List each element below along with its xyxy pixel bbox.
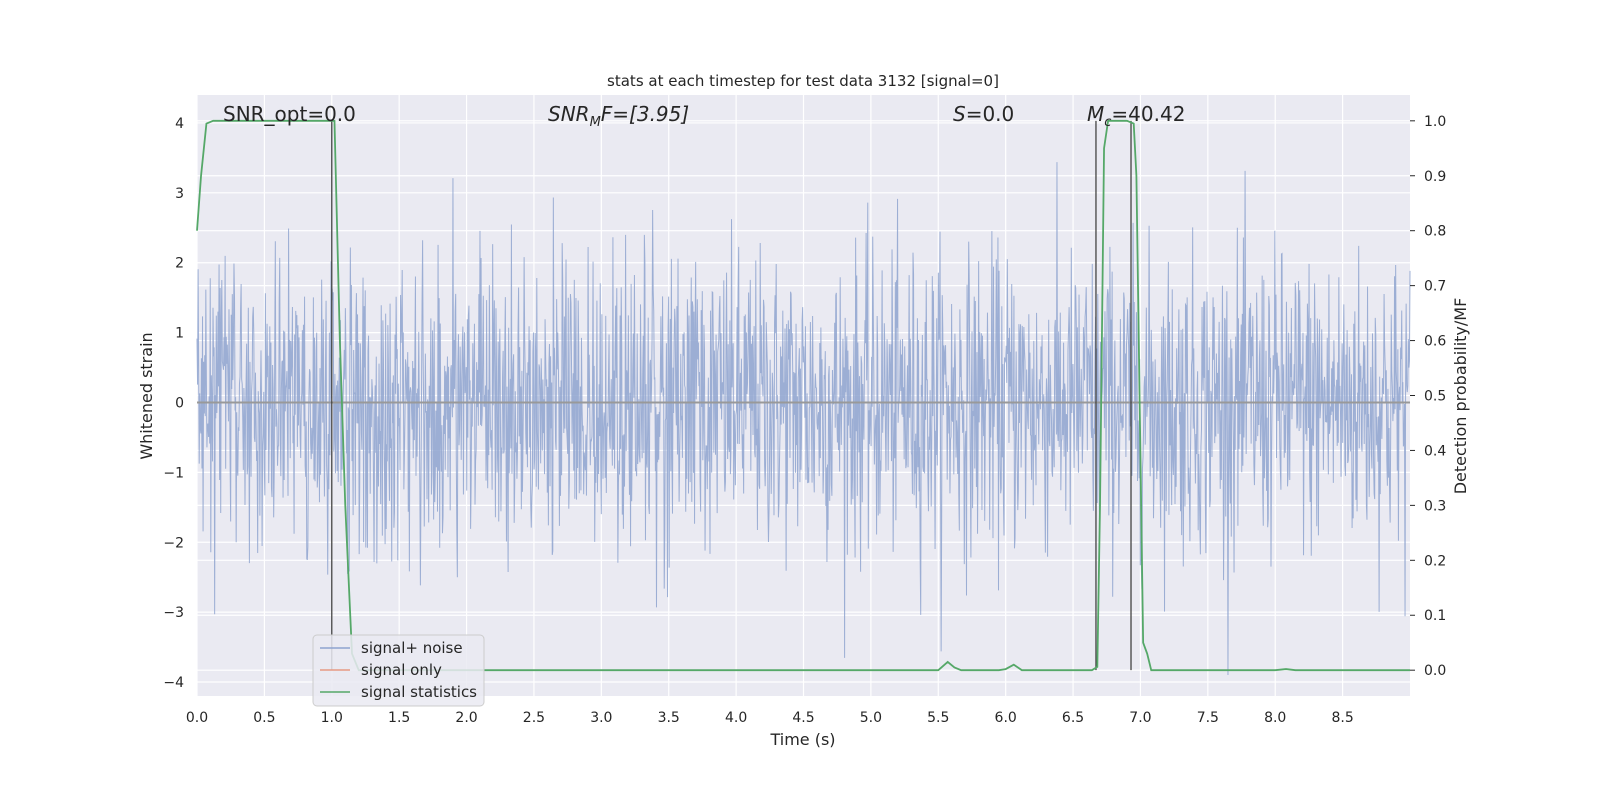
annotation-s: S=0.0: [953, 102, 1014, 126]
x-tick-label: 8.5: [1331, 710, 1353, 726]
legend-label-signal-statistics: signal statistics: [361, 683, 477, 701]
x-tick-label: 4.5: [792, 710, 814, 726]
y-left-tick-label: 0: [175, 395, 184, 411]
x-tick-label: 1.0: [321, 710, 343, 726]
y-axis-right-ticks: 1.0 0.9 0.8 0.7 0.6 0.5 0.4 0.3 0.2 0.1 0.0: [1410, 114, 1446, 679]
annotation-mc-sub: c: [1104, 115, 1111, 130]
y-left-tick-label: 1: [175, 326, 184, 342]
y-right-tick-label: 0.9: [1424, 169, 1446, 185]
y-right-tick-label: 1.0: [1424, 114, 1446, 130]
annotation-mc-main: M: [1087, 102, 1104, 126]
annotation-snr-mf-main: SNR: [548, 102, 590, 126]
annotation-mc-rest: =40.42: [1111, 102, 1185, 126]
y-left-tick-label: 3: [175, 186, 184, 202]
x-tick-label: 1.5: [388, 710, 410, 726]
y-right-tick-label: 0.3: [1424, 498, 1446, 514]
annotation-snr-mf: SNRMF=[3.95]: [548, 102, 689, 130]
x-axis-ticks: 0.0 0.5 1.0 1.5 2.0 2.5 3.0 3.5 4.0 4.5 5.0 5.5 6.0 6…: [186, 710, 1354, 726]
x-tick-label: 3.5: [658, 710, 680, 726]
x-tick-label: 3.0: [590, 710, 612, 726]
annotation-snr-mf-sub: M: [590, 115, 601, 130]
signal-statistics-line: [196, 119, 1410, 672]
y-left-tick-label: −3: [163, 605, 184, 621]
legend: signal+ noise signal only signal statist…: [312, 634, 485, 707]
x-axis-label: Time (s): [769, 730, 835, 749]
x-tick-label: 8.0: [1264, 710, 1286, 726]
x-tick-label: 7.5: [1197, 710, 1219, 726]
y-left-tick-label: 2: [175, 256, 184, 272]
x-tick-label: 7.0: [1129, 710, 1151, 726]
signal-plus-noise-series: [196, 162, 1411, 676]
annotation-s-rest: =0.0: [966, 102, 1015, 126]
y-right-tick-label: 0.6: [1424, 334, 1446, 350]
y-left-tick-label: −1: [163, 465, 184, 481]
y-right-tick-label: 0.5: [1424, 389, 1446, 405]
y-right-tick-label: 0.7: [1424, 279, 1446, 295]
x-tick-label: 0.5: [253, 710, 275, 726]
annotation-s-main: S: [953, 102, 966, 126]
legend-box: [312, 634, 485, 707]
x-tick-label: 2.0: [455, 710, 477, 726]
chart-title: stats at each timestep for test data 313…: [607, 72, 999, 90]
y-axis-left-label: Whitened strain: [137, 332, 156, 459]
y-left-tick-label: −4: [163, 675, 184, 691]
y-right-tick-label: 0.8: [1424, 224, 1446, 240]
x-tick-label: 6.0: [995, 710, 1017, 726]
x-tick-label: 5.0: [860, 710, 882, 726]
annotation-mc: Mc=40.42: [1087, 102, 1185, 130]
y-right-tick-label: 0.0: [1424, 663, 1446, 679]
legend-label-signal-only: signal only: [361, 661, 442, 679]
x-tick-label: 5.5: [927, 710, 949, 726]
y-left-tick-label: −2: [163, 535, 184, 551]
y-left-tick-label: 4: [175, 116, 184, 132]
y-axis-right-label: Detection probability/MF: [1451, 298, 1470, 495]
y-right-tick-label: 0.2: [1424, 553, 1446, 569]
legend-label-signal-plus-noise: signal+ noise: [361, 639, 463, 657]
x-tick-label: 4.0: [725, 710, 747, 726]
signal-plus-noise-line: [196, 162, 1411, 676]
y-axis-left-ticks: 4 3 2 1 0 −1 −2 −3 −4: [163, 116, 184, 691]
vertical-markers: [331, 120, 1132, 671]
x-tick-label: 0.0: [186, 710, 208, 726]
y-right-tick-label: 0.1: [1424, 608, 1446, 624]
x-tick-label: 2.5: [523, 710, 545, 726]
y-right-tick-label: 0.4: [1424, 443, 1446, 459]
signal-statistics-series: [196, 119, 1410, 672]
x-tick-label: 6.5: [1062, 710, 1084, 726]
annotation-snr-mf-rest: F=[3.95]: [601, 102, 689, 126]
annotation-snr-opt: SNR_opt=0.0: [223, 102, 356, 126]
